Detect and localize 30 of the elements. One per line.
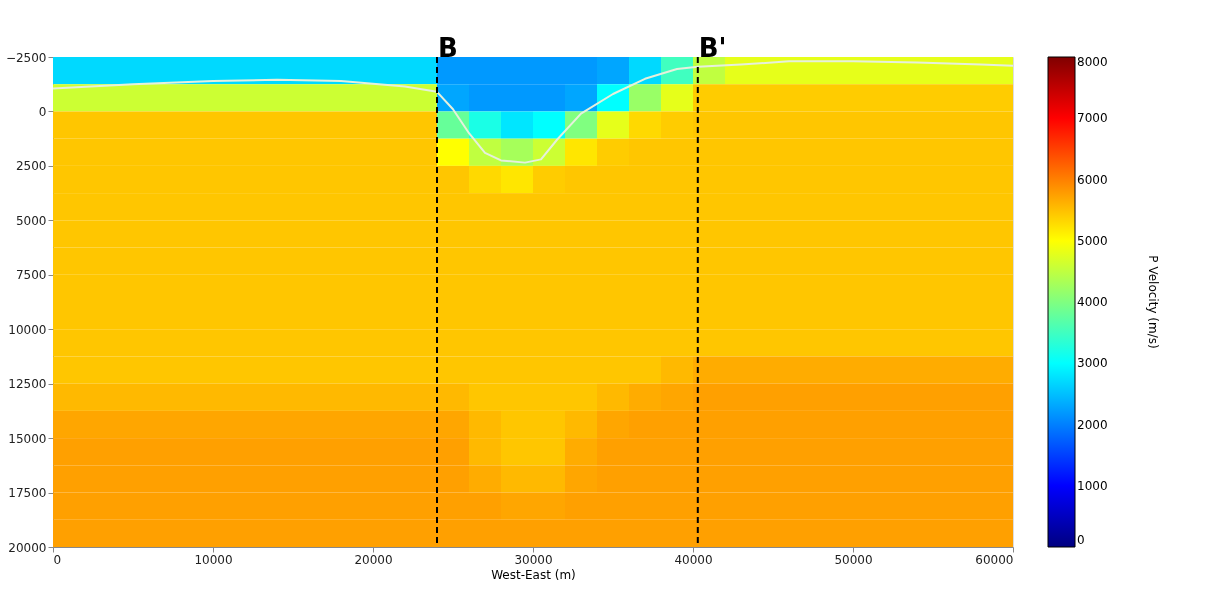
x-tick-label: 40000 bbox=[674, 552, 713, 567]
x-tick-label: 60000 bbox=[975, 552, 1014, 567]
y-tick-label: 0 bbox=[38, 104, 47, 119]
y-tick-label: 17500 bbox=[8, 486, 47, 501]
y-tick-label: 10000 bbox=[8, 322, 47, 337]
x-tick-label: 20000 bbox=[354, 552, 393, 567]
x-tick-label: 0 bbox=[53, 552, 62, 567]
ref-line-label: B bbox=[438, 33, 458, 63]
color-bar-label: 0 bbox=[1077, 533, 1085, 547]
color-bar-title: P Velocity (m/s) bbox=[1146, 255, 1160, 349]
y-tick-label: 15000 bbox=[8, 431, 47, 446]
y-tick-label: 7500 bbox=[15, 268, 47, 283]
color-bar-label: 4000 bbox=[1077, 295, 1108, 309]
color-bar-label: 1000 bbox=[1077, 478, 1108, 493]
y-tick-label: 5000 bbox=[15, 213, 47, 228]
ref-line-label: B' bbox=[698, 33, 727, 63]
x-tick-label: 10000 bbox=[194, 552, 233, 567]
x-tick-label: 30000 bbox=[514, 552, 553, 567]
color-bar-label: 7000 bbox=[1077, 111, 1108, 126]
y-tick-label: 12500 bbox=[8, 377, 47, 392]
y-tick-label: −2500 bbox=[5, 50, 47, 65]
y-tick-label: 20000 bbox=[8, 540, 47, 555]
color-bar-label: 2000 bbox=[1077, 417, 1108, 432]
x-axis-title: West-East (m) bbox=[491, 567, 576, 582]
color-bar-label: 3000 bbox=[1077, 356, 1108, 371]
color-bar-label: 8000 bbox=[1077, 55, 1108, 69]
x-tick-label: 50000 bbox=[834, 552, 873, 567]
y-tick-label: 2500 bbox=[15, 159, 47, 174]
color-bar-label: 5000 bbox=[1077, 233, 1108, 248]
color-bar-label: 6000 bbox=[1077, 172, 1108, 187]
